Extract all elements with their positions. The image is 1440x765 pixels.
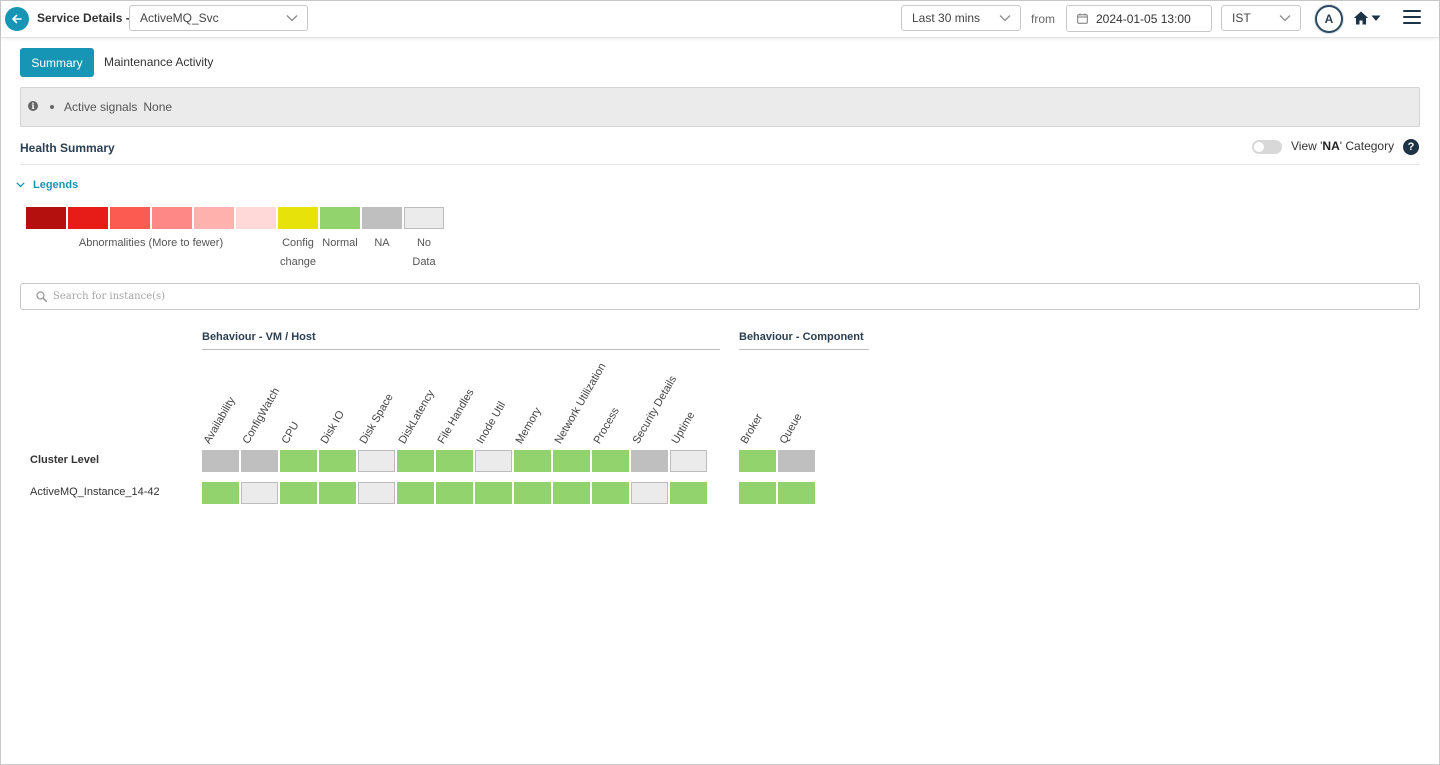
health-cell-disklatency[interactable] <box>397 450 434 472</box>
legend-swatch-abnormal-5 <box>194 207 234 229</box>
legend-label-normal: Normal <box>322 237 358 249</box>
legend-swatch-normal <box>320 207 360 229</box>
health-cell-disk-space[interactable] <box>358 482 395 504</box>
legend-label-na: NA <box>374 237 390 249</box>
health-cell-broker[interactable] <box>739 450 776 472</box>
info-icon: i <box>28 100 38 111</box>
health-cell-cpu[interactable] <box>280 482 317 504</box>
health-cell-file-handles[interactable] <box>436 482 473 504</box>
legends-title: Legends <box>33 179 79 191</box>
time-range-value: Last 30 mins <box>912 11 981 25</box>
chevron-down-icon <box>999 15 1011 22</box>
view-na-toggle[interactable] <box>1252 140 1282 154</box>
health-cell-uptime[interactable] <box>670 450 707 472</box>
health-cell-queue[interactable] <box>778 482 815 504</box>
health-cell-inode-util[interactable] <box>475 482 512 504</box>
legend-swatch-abnormal-1 <box>26 207 66 229</box>
time-range-select[interactable]: Last 30 mins <box>901 5 1021 31</box>
tab-summary[interactable]: Summary <box>20 48 94 77</box>
legends-toggle[interactable]: Legends <box>16 179 78 191</box>
back-button[interactable] <box>5 7 29 31</box>
legend-swatch-config-change <box>278 207 318 229</box>
instance-search-input[interactable] <box>51 290 1419 303</box>
health-cell-cpu[interactable] <box>280 450 317 472</box>
divider <box>20 164 1420 165</box>
service-select[interactable]: ActiveMQ_Svc <box>129 5 308 31</box>
home-button[interactable] <box>1353 11 1381 25</box>
tab-maintenance-activity[interactable]: Maintenance Activity <box>104 55 214 69</box>
search-icon <box>36 291 47 302</box>
arrow-left-icon <box>12 14 22 24</box>
caret-down-icon <box>1371 15 1381 21</box>
legend-swatch-abnormal-4 <box>152 207 192 229</box>
row-label: ActiveMQ_Instance_14-42 <box>30 486 160 498</box>
top-header: Service Details - ActiveMQ_Svc Last 30 m… <box>1 1 1439 38</box>
legend-swatch-abnormal-2 <box>68 207 108 229</box>
health-cell-uptime[interactable] <box>670 482 707 504</box>
health-cell-process[interactable] <box>592 482 629 504</box>
group-divider-component <box>739 349 869 350</box>
chevron-down-icon <box>286 15 298 22</box>
from-label: from <box>1031 12 1055 26</box>
health-cell-configwatch[interactable] <box>241 482 278 504</box>
calendar-icon <box>1077 13 1088 24</box>
bullet-dot <box>50 105 54 109</box>
legend-swatch-na <box>362 207 402 229</box>
chevron-down-icon <box>16 182 25 188</box>
chevron-down-icon <box>1279 15 1291 22</box>
home-icon <box>1353 11 1369 25</box>
help-icon[interactable]: ? <box>1403 139 1419 155</box>
health-cell-disklatency[interactable] <box>397 482 434 504</box>
legend-label-abnormalities: Abnormalities (More to fewer) <box>78 237 224 249</box>
legend-swatch-abnormal-6 <box>236 207 276 229</box>
date-value: 2024-01-05 13:00 <box>1096 11 1191 26</box>
health-cell-network-utilization[interactable] <box>553 482 590 504</box>
timezone-value: IST <box>1232 11 1251 25</box>
health-cell-inode-util[interactable] <box>475 450 512 472</box>
health-cell-process[interactable] <box>592 450 629 472</box>
health-cell-disk-io[interactable] <box>319 482 356 504</box>
health-cell-file-handles[interactable] <box>436 450 473 472</box>
legend-swatch-abnormal-3 <box>110 207 150 229</box>
row-label: Cluster Level <box>30 454 100 466</box>
timezone-select[interactable]: IST <box>1221 5 1301 31</box>
group-title-vm-host: Behaviour - VM / Host <box>202 331 316 343</box>
legend-swatch-no-data <box>404 207 444 229</box>
health-cell-disk-io[interactable] <box>319 450 356 472</box>
health-cell-configwatch[interactable] <box>241 450 278 472</box>
health-cell-queue[interactable] <box>778 450 815 472</box>
active-signals-value: None <box>143 100 173 114</box>
health-cell-availability[interactable] <box>202 482 239 504</box>
health-cell-memory[interactable] <box>514 450 551 472</box>
group-title-component: Behaviour - Component <box>739 331 864 343</box>
health-cell-network-utilization[interactable] <box>553 450 590 472</box>
legend-label-no-data: No Data <box>412 237 436 268</box>
hamburger-menu-icon[interactable] <box>1403 10 1421 26</box>
health-cell-security-details[interactable] <box>631 482 668 504</box>
health-summary-title: Health Summary <box>20 141 115 155</box>
health-cell-disk-space[interactable] <box>358 450 395 472</box>
health-cell-broker[interactable] <box>739 482 776 504</box>
group-divider-vm-host <box>202 349 720 350</box>
user-avatar[interactable]: A <box>1315 5 1343 33</box>
health-cell-memory[interactable] <box>514 482 551 504</box>
view-na-label: View 'NA' Category <box>1291 139 1395 153</box>
active-signals-label: Active signals <box>64 100 138 114</box>
health-cell-availability[interactable] <box>202 450 239 472</box>
service-select-value: ActiveMQ_Svc <box>140 11 219 25</box>
instance-search[interactable] <box>20 283 1420 310</box>
active-signals-bar: i Active signals None <box>20 87 1420 127</box>
health-cell-security-details[interactable] <box>631 450 668 472</box>
legend-label-config-change: Config change <box>279 237 317 268</box>
page-title: Service Details - <box>37 11 130 25</box>
date-picker[interactable]: 2024-01-05 13:00 <box>1066 5 1212 32</box>
